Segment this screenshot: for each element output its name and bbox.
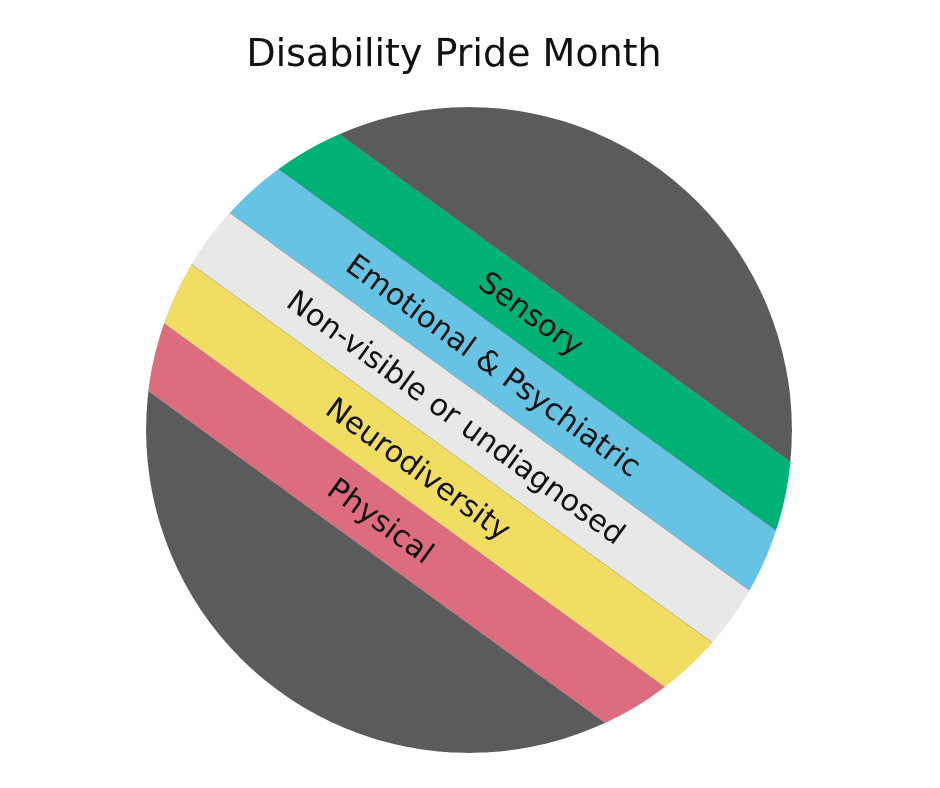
title: Disability Pride Month [246, 31, 661, 75]
stripe [146, 269, 739, 753]
